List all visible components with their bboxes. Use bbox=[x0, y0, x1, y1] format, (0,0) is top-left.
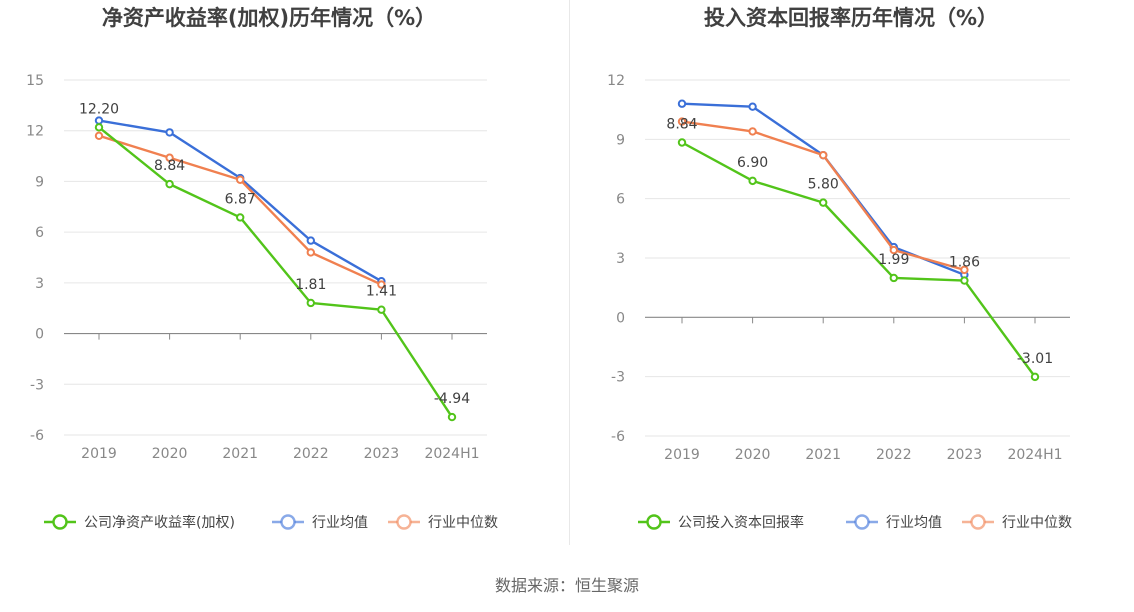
chart2-data-point bbox=[819, 198, 828, 207]
chart2-series-line-company bbox=[681, 141, 1036, 378]
chart2-x-tick-label: 2023 bbox=[947, 447, 983, 463]
chart1-data-point bbox=[165, 128, 174, 137]
chart1-data-label: -4.94 bbox=[434, 391, 470, 407]
chart1-x-tick-label: 2024H1 bbox=[424, 446, 479, 462]
chart2-data-point bbox=[960, 276, 969, 285]
chart1-x-tick-label: 2021 bbox=[222, 446, 258, 462]
chart2-x-tick-label: 2021 bbox=[805, 447, 841, 463]
chart2-data-label: 1.86 bbox=[949, 255, 980, 271]
chart1-data-label: 6.87 bbox=[225, 191, 256, 207]
chart2-y-tick-label: -3 bbox=[611, 370, 625, 386]
chart2-data-label: 8.84 bbox=[666, 116, 697, 132]
chart2-data-point bbox=[960, 265, 969, 275]
chart1-legend-marker bbox=[52, 514, 68, 530]
chart2-data-label: 5.80 bbox=[808, 177, 839, 193]
chart1-legend-label: 公司净资产收益率(加权) bbox=[84, 514, 235, 531]
chart1-y-tick-label: 12 bbox=[26, 124, 44, 140]
chart1-x-tick-label: 2023 bbox=[364, 446, 400, 462]
chart1-legend-label: 行业中位数 bbox=[428, 515, 498, 531]
chart1-series-line-company bbox=[98, 126, 454, 418]
chart2-legend-marker bbox=[970, 514, 986, 530]
chart2-x-tick-label: 2024H1 bbox=[1007, 447, 1062, 463]
chart2-title: 投入资本回报率历年情况（%） bbox=[704, 6, 998, 30]
chart1-y-tick-label: 3 bbox=[35, 276, 44, 292]
chart1-data-point bbox=[165, 153, 174, 162]
chart2-data-point bbox=[748, 176, 757, 186]
chart1-y-tick-label: -3 bbox=[30, 377, 44, 393]
chart1-data-label: 1.41 bbox=[366, 284, 397, 300]
chart2-data-point bbox=[677, 117, 687, 126]
chart1-data-label: 12.20 bbox=[79, 101, 119, 117]
chart1-data-point bbox=[94, 131, 104, 140]
chart1-legend-marker bbox=[396, 514, 412, 530]
chart1-data-point bbox=[236, 175, 245, 184]
charts-canvas: 净资产收益率(加权)历年情况（%） 15 12 9 6 3 0 -3 -6 2019 2020 202… bbox=[26, 6, 1072, 531]
panel-divider bbox=[569, 0, 570, 545]
chart2-y-tick-label: 12 bbox=[607, 73, 625, 89]
chart1-x-tick-label: 2020 bbox=[152, 446, 188, 462]
chart1-data-point bbox=[377, 280, 386, 289]
chart1-y-tick-label: 9 bbox=[35, 174, 44, 190]
chart2-y-tick-label: 6 bbox=[616, 192, 625, 208]
chart2-data-label: 6.90 bbox=[737, 155, 768, 171]
chart1-title: 净资产收益率(加权)历年情况（%） bbox=[102, 6, 436, 30]
chart1-data-point bbox=[236, 213, 245, 222]
chart1-legend-marker bbox=[280, 514, 296, 530]
chart1-data-label: 1.81 bbox=[295, 277, 326, 293]
chart2-x-tick-label: 2019 bbox=[664, 447, 700, 463]
chart2-legend-label: 行业均值 bbox=[886, 515, 942, 531]
chart1-y-tick-label: 6 bbox=[35, 225, 44, 241]
chart2-data-point bbox=[1030, 372, 1040, 382]
chart1-data-point bbox=[377, 305, 386, 314]
chart1-x-tick-label: 2019 bbox=[81, 446, 117, 462]
chart1-y-tick-label: -6 bbox=[30, 428, 44, 444]
chart1-data-label: 8.84 bbox=[154, 158, 185, 174]
chart2-data-point bbox=[819, 150, 828, 160]
chart2-y-tick-label: 9 bbox=[616, 132, 625, 148]
chart2-y-tick-label: 3 bbox=[616, 251, 625, 267]
chart2-series-line-industry-median bbox=[681, 120, 965, 272]
chart2-y-tick-label: 0 bbox=[616, 310, 625, 326]
chart1-data-point bbox=[306, 248, 315, 257]
chart2-legend-marker bbox=[854, 514, 870, 530]
chart2-data-label: -3.01 bbox=[1017, 351, 1053, 367]
chart2-y-tick-label: -6 bbox=[611, 429, 625, 445]
chart2-data-point bbox=[677, 138, 687, 147]
chart1-y-tick-label: 15 bbox=[26, 73, 44, 89]
chart1-data-point bbox=[94, 123, 104, 132]
chart2-data-point bbox=[889, 273, 898, 283]
chart1-series-line-industry-median bbox=[98, 134, 382, 286]
chart2-x-tick-label: 2022 bbox=[876, 447, 912, 463]
chart2-data-point bbox=[748, 102, 757, 111]
data-source-footer: 数据来源：恒生聚源 bbox=[494, 576, 639, 595]
chart1-y-tick-label: 0 bbox=[35, 327, 44, 343]
chart1-x-tick-label: 2022 bbox=[293, 446, 329, 462]
chart1-data-point bbox=[165, 179, 174, 189]
chart1-data-point bbox=[306, 298, 315, 308]
chart1-data-point bbox=[94, 116, 104, 125]
chart1-data-point bbox=[306, 236, 315, 245]
chart2-data-point bbox=[889, 245, 898, 255]
chart2-x-tick-label: 2020 bbox=[735, 447, 771, 463]
chart2-data-point bbox=[677, 99, 687, 108]
chart2-data-label: 1.99 bbox=[878, 252, 909, 268]
chart2-legend-label: 公司投入资本回报率 bbox=[678, 514, 804, 531]
chart2-legend-label: 行业中位数 bbox=[1002, 515, 1072, 531]
chart2-data-point bbox=[748, 127, 757, 136]
chart1-legend-label: 行业均值 bbox=[312, 515, 368, 531]
chart1-data-point bbox=[447, 412, 457, 422]
chart2-legend-marker bbox=[646, 514, 662, 530]
